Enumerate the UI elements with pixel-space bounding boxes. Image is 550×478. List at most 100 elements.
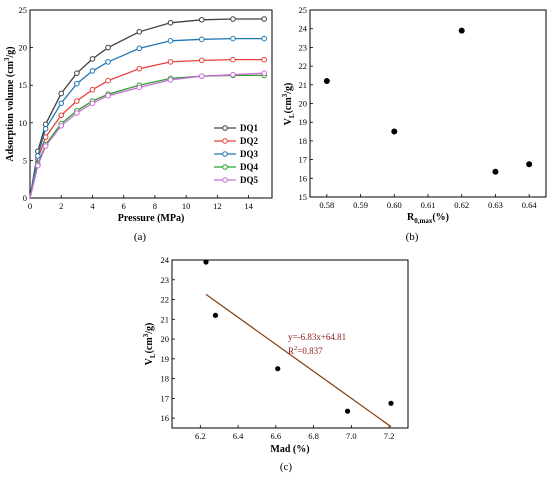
data-point-dq2 (136, 65, 143, 72)
data-point-dq3 (167, 38, 174, 44)
scatter-point-c (388, 400, 394, 406)
x-tick-label-a: 0 (28, 201, 32, 211)
data-point-dq3 (74, 80, 80, 87)
data-point-dq3 (230, 35, 236, 42)
scatter-point-c (203, 259, 209, 265)
panel-label-c: (c) (280, 461, 293, 473)
y-tick-label-c: 24 (161, 255, 170, 265)
data-point-dq5 (261, 70, 267, 76)
regression-line (205, 293, 392, 428)
panel-a: 0 2 4 6 8 10 12 14 0 5 10 15 20 25 Pressure (MPa) Ads… (3, 5, 273, 243)
y-tick-label-c: 19 (161, 354, 170, 364)
regression-equation: y=-6.83x+64.81 (288, 332, 346, 342)
y-tick-label-b: 16 (299, 173, 308, 183)
y-tick-label-b: 21 (299, 80, 308, 90)
x-tick-label-b: 0.63 (488, 200, 503, 210)
y-tick-label-a: 0 (23, 193, 27, 203)
x-tick-label-c: 6.8 (308, 431, 319, 441)
y-tick-label-c: 22 (161, 295, 170, 305)
y-tick-label-a: 5 (23, 155, 27, 165)
legend-a: DQ1 DQ2 DQ3 DQ4 DQ5 (214, 123, 259, 185)
legend-label-dq3: DQ3 (240, 149, 259, 159)
data-point-dq2 (198, 57, 205, 64)
data-point-dq1 (198, 16, 205, 23)
data-point-dq3 (35, 153, 41, 159)
y-tick-label-b: 22 (299, 61, 308, 71)
y-tick-label-b: 25 (299, 5, 308, 15)
data-point-dq5 (42, 143, 49, 149)
legend-label-dq2: DQ2 (240, 136, 259, 146)
y-tick-label-b: 15 (299, 192, 308, 202)
series-line-dq3 (29, 37, 265, 199)
x-tick-label-a: 4 (90, 201, 95, 211)
data-point-dq1 (261, 16, 267, 22)
panel-label-b: (b) (406, 231, 419, 243)
data-point-dq2 (230, 56, 236, 63)
y-tick-label-b: 18 (299, 136, 308, 146)
data-point-dq5 (167, 77, 174, 83)
x-tick-label-a: 2 (59, 201, 63, 211)
x-axis-label-a: Pressure (MPa) (118, 213, 185, 224)
x-axis-label-c: Mad (%) (270, 444, 309, 455)
x-tick-label-c: 6.6 (271, 431, 282, 441)
x-tick-label-c: 6.2 (195, 431, 206, 441)
y-tick-label-b: 20 (299, 99, 308, 109)
legend-label-dq1: DQ1 (240, 123, 259, 133)
data-point-dq2 (74, 98, 80, 104)
legend-marker-dq5 (222, 177, 228, 183)
legend-marker-dq3 (222, 151, 228, 157)
data-point-dq1 (230, 16, 236, 22)
data-point-dq5 (74, 110, 80, 116)
y-axis-label-b: VL(cm3/g) (281, 83, 296, 126)
data-point-dq1 (136, 29, 143, 35)
data-point-dq3 (136, 45, 143, 52)
data-point-dq5 (89, 100, 96, 107)
x-tick-label-b: 0.61 (421, 200, 436, 210)
x-tick-label-c: 7.2 (384, 431, 395, 441)
data-point-dq3 (89, 68, 96, 74)
data-point-dq5 (35, 162, 41, 169)
legend-label-dq5: DQ5 (240, 175, 259, 185)
data-point-dq1 (105, 44, 111, 51)
y-axis-label-a: Adsorption volume (cm3/g) (3, 46, 16, 161)
y-tick-label-b: 19 (299, 117, 308, 127)
x-tick-label-b: 0.62 (454, 200, 469, 210)
data-point-dq1 (167, 19, 174, 26)
scatter-point-b (526, 161, 533, 168)
scatter-point-c (344, 408, 351, 414)
y-tick-label-c: 20 (161, 334, 170, 344)
legend-marker-dq1 (222, 125, 228, 131)
data-point-dq1 (58, 90, 65, 97)
y-axis-label-c: VL(cm3/g) (142, 323, 157, 366)
y-tick-label-c: 21 (161, 314, 170, 324)
data-point-dq3 (42, 126, 49, 132)
y-tick-label-c: 17 (161, 393, 170, 403)
scatter-point-b (458, 27, 465, 34)
data-point-dq2 (105, 77, 111, 84)
data-point-dq2 (89, 86, 96, 93)
x-tick-label-c: 7.0 (346, 431, 357, 441)
legend-marker-dq4 (222, 164, 228, 170)
panel-label-a: (a) (134, 231, 147, 243)
scatter-point-b (323, 78, 330, 85)
data-point-dq2 (167, 59, 174, 65)
data-point-dq1 (89, 56, 96, 62)
data-point-dq5 (58, 123, 65, 129)
x-tick-label-b: 0.59 (353, 200, 368, 210)
y-tick-label-b: 17 (299, 155, 308, 165)
x-tick-label-b: 0.64 (522, 200, 538, 210)
scatter-point-c (275, 366, 281, 372)
data-point-dq1 (74, 70, 80, 76)
data-point-dq5 (105, 92, 111, 99)
data-point-dq5 (136, 84, 143, 91)
x-axis-label-b: R0,max(%) (407, 212, 449, 225)
panel-c: 6.2 6.4 6.6 6.8 7.0 7.2 16 17 18 19 20 21 22 23 24 y=-… (142, 255, 409, 473)
data-point-dq3 (198, 36, 205, 43)
y-tick-label-b: 23 (299, 42, 308, 52)
series-line-dq2 (29, 58, 265, 199)
x-tick-label-a: 8 (153, 201, 157, 211)
legend-marker-dq2 (222, 138, 228, 144)
data-point-dq5 (230, 71, 236, 78)
scatter-point-b (391, 128, 398, 135)
